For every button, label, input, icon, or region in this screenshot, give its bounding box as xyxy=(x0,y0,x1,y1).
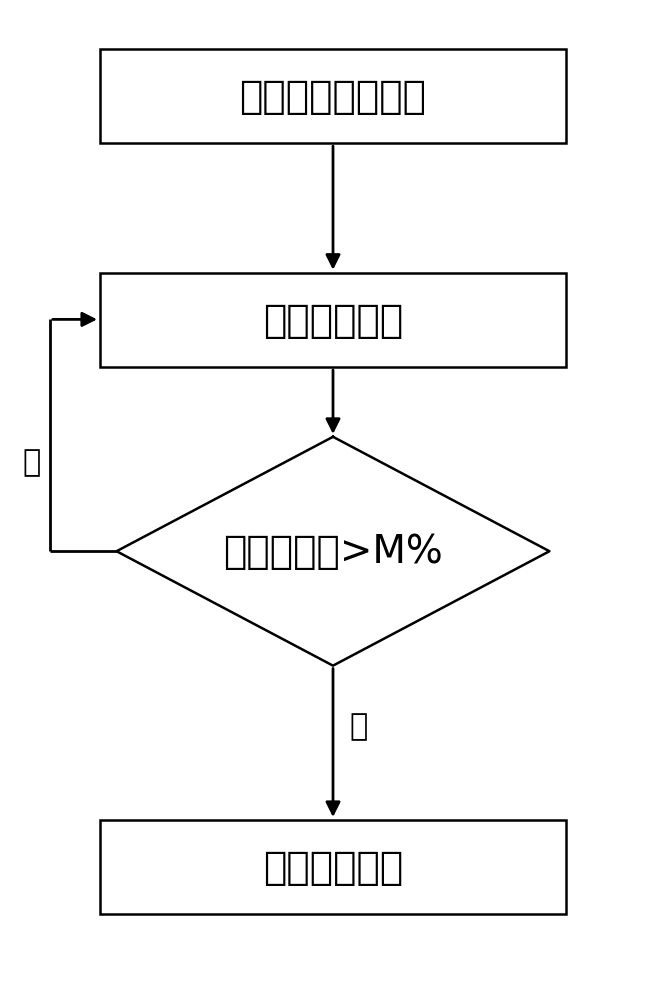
Text: 否: 否 xyxy=(23,447,41,477)
Text: 用电终端正常运行: 用电终端正常运行 xyxy=(240,78,426,116)
Text: 抄表成功率>M%: 抄表成功率>M% xyxy=(223,533,443,571)
Text: 抄读普通数据: 抄读普通数据 xyxy=(263,848,403,887)
Bar xyxy=(100,820,566,914)
Text: 抄读重要数据: 抄读重要数据 xyxy=(263,301,403,340)
Polygon shape xyxy=(117,437,549,666)
Bar xyxy=(100,273,566,368)
Bar xyxy=(100,50,566,144)
Text: 是: 是 xyxy=(350,711,368,741)
